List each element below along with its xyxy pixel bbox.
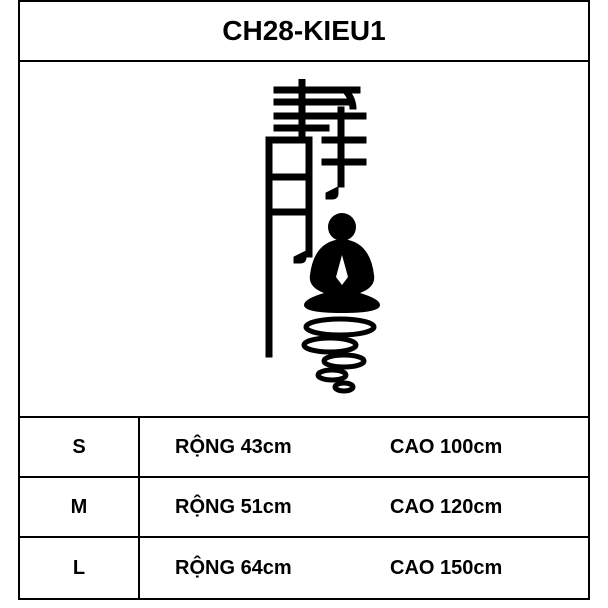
product-spec-table: CH28-KIEU1	[18, 0, 590, 600]
size-row-l: L RỘNG 64cm CAO 150cm	[20, 538, 588, 598]
size-height: CAO 120cm	[390, 478, 588, 536]
size-height: CAO 100cm	[390, 418, 588, 476]
product-title: CH28-KIEU1	[222, 15, 385, 47]
size-row-s: S RỘNG 43cm CAO 100cm	[20, 418, 588, 478]
artwork-cell	[20, 62, 588, 418]
size-label: S	[20, 418, 140, 476]
size-height: CAO 150cm	[390, 538, 588, 598]
title-row: CH28-KIEU1	[20, 2, 588, 62]
size-row-m: M RỘNG 51cm CAO 120cm	[20, 478, 588, 538]
size-label: L	[20, 538, 140, 598]
size-width: RỘNG 43cm	[140, 418, 390, 476]
calligraphy-meditation-icon	[204, 79, 404, 399]
size-width: RỘNG 64cm	[140, 538, 390, 598]
size-label: M	[20, 478, 140, 536]
size-width: RỘNG 51cm	[140, 478, 390, 536]
